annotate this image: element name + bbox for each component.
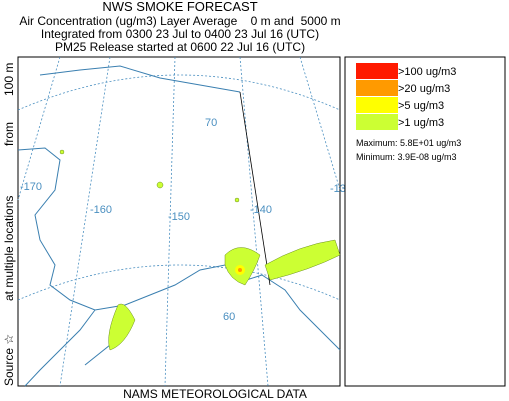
graticule-label: 70 — [205, 117, 217, 129]
subtitle: Air Concentration (ug/m3) Layer Average … — [19, 14, 340, 28]
graticule-label: -140 — [250, 204, 272, 216]
subtitle: PM25 Release started at 0600 22 Jul 16 (… — [55, 40, 305, 54]
legend-maximum: Maximum: 5.8E+01 ug/m3 — [356, 138, 461, 148]
title: NWS SMOKE FORECAST — [102, 0, 257, 14]
legend-swatch — [356, 80, 398, 96]
graticule-label: -160 — [90, 204, 112, 216]
side-label: Source ☆ at multiple locations from 100 … — [2, 63, 16, 386]
subtitle: Integrated from 0300 23 Jul to 0400 23 J… — [41, 27, 319, 41]
graticule-label: -150 — [168, 211, 190, 223]
side-text: Source ☆ — [2, 334, 16, 386]
legend: >100 ug/m3 >20 ug/m3 >5 ug/m3 >1 ug/m3 — [356, 63, 456, 130]
legend-label: >1 ug/m3 — [398, 117, 444, 129]
border — [239, 91, 271, 286]
smoke-core — [235, 265, 245, 275]
legend-label: >20 ug/m3 — [398, 83, 450, 95]
legend-label: >100 ug/m3 — [398, 66, 456, 78]
graticule-label: 60 — [223, 311, 235, 323]
legend-swatch — [356, 114, 398, 130]
smoke — [59, 149, 341, 351]
side-text: 100 m — [2, 63, 16, 96]
legend-swatch — [356, 97, 398, 113]
side-text: from — [2, 122, 16, 146]
legend-label: >5 ug/m3 — [398, 100, 444, 112]
graticule-label: -170 — [20, 181, 42, 193]
legend-minimum: Minimum: 3.9E-08 ug/m3 — [356, 152, 457, 162]
graticule — [17, 56, 341, 387]
map-frame — [17, 56, 341, 387]
footer: NAMS METEOROLOGICAL DATA — [123, 387, 307, 401]
legend-swatch — [356, 63, 398, 79]
side-text: at multiple locations — [2, 196, 16, 301]
